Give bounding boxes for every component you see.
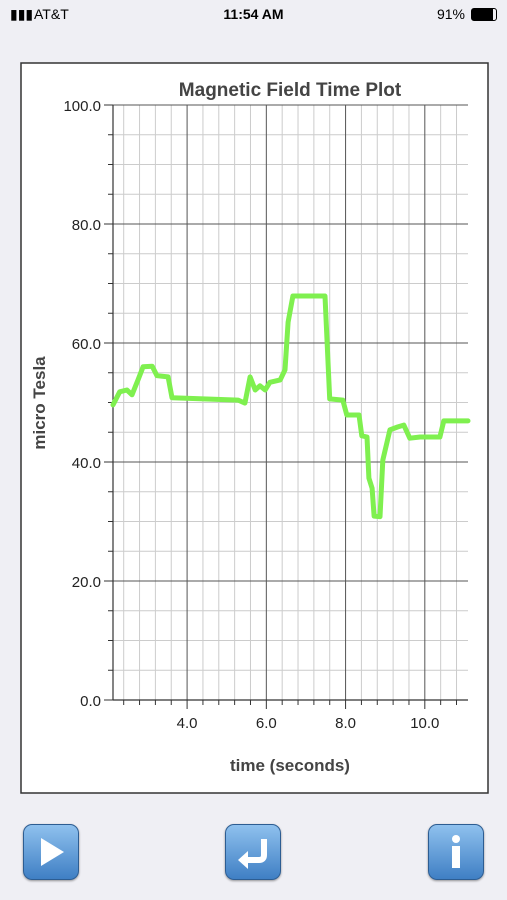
y-tick-label: 20.0 (72, 574, 101, 591)
play-button[interactable] (23, 824, 79, 880)
y-tick-label: 80.0 (72, 217, 101, 234)
x-tick-label: 4.0 (177, 715, 198, 732)
return-icon (238, 839, 267, 869)
x-tick-label: 8.0 (335, 715, 356, 732)
chart: Magnetic Field Time Plot time (seconds) … (20, 62, 489, 794)
battery-percent: 91% (436, 6, 465, 22)
status-bar: ▮▮▮ AT&T 11:54 AM 91% (0, 0, 507, 30)
battery-icon (471, 8, 497, 21)
info-button[interactable] (428, 824, 484, 880)
x-tick-label: 6.0 (256, 715, 277, 732)
play-icon (41, 838, 64, 866)
signal: ▮▮▮ (10, 6, 34, 22)
info-icon (452, 835, 460, 868)
data-line (110, 293, 471, 520)
carrier: AT&T (34, 6, 69, 22)
y-tick-label: 40.0 (72, 455, 101, 472)
reset-button[interactable] (225, 824, 281, 880)
y-tick-label: 0.0 (80, 693, 101, 710)
x-tick-label: 10.0 (410, 715, 439, 732)
y-tick-label: 60.0 (72, 336, 101, 353)
x-axis-label: time (seconds) (230, 756, 350, 775)
chart-panel (20, 62, 489, 794)
chart-title: Magnetic Field Time Plot (179, 80, 402, 101)
y-axis-label: micro Tesla (30, 356, 49, 450)
y-tick-label: 100.0 (63, 98, 101, 115)
clock: 11:54 AM (223, 6, 284, 22)
